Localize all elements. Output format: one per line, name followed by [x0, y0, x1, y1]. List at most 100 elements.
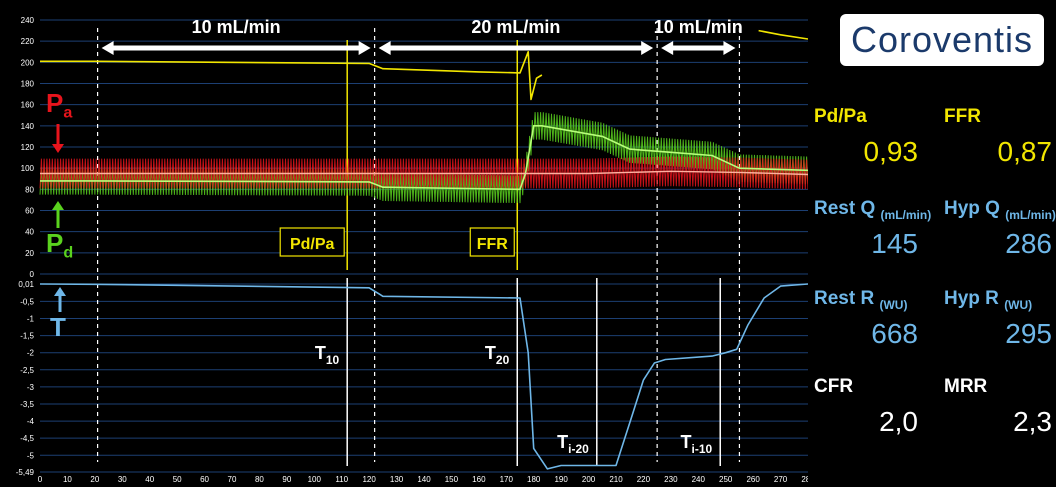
x-tick-label: 30 [118, 475, 127, 484]
pa-legend-arrowhead [52, 144, 64, 153]
temperature-tick-label: -5 [27, 451, 35, 460]
temperature-tick-label: -2,5 [20, 366, 34, 375]
temperature-tick-label: -3,5 [20, 400, 34, 409]
pressure-tick-label: 80 [25, 185, 34, 194]
grid-lines [40, 19, 808, 473]
pd-legend-arrowhead [52, 201, 64, 210]
rest-r-label: Rest R (WU) [814, 288, 908, 312]
hyp-q-label: Hyp Q (mL/min) [944, 198, 1056, 222]
ffr-value: 0,87 [997, 136, 1053, 167]
hyp-r-label: Hyp R (WU) [944, 288, 1033, 312]
x-tick-label: 160 [472, 475, 486, 484]
x-tick-label: 50 [173, 475, 182, 484]
x-tick-label: 250 [719, 475, 733, 484]
pressure-tick-label: 160 [21, 101, 35, 110]
results-panel: Coroventis Pd/Pa 0,93 FFR 0,87 Rest Q (m… [808, 0, 1056, 487]
marker-t-label: Ti-20 [557, 432, 589, 456]
x-tick-label: 180 [527, 475, 541, 484]
temperature-tick-label: -1,5 [20, 332, 34, 341]
pd-legend-label: Pd [46, 228, 73, 262]
x-tick-label: 140 [417, 475, 431, 484]
pressure-tick-label: 220 [21, 37, 35, 46]
aortic-mean-line-end [758, 29, 808, 40]
pressure-tick-label: 140 [21, 122, 35, 131]
phase-arrow-head-left [661, 41, 674, 55]
series-lines [39, 29, 808, 470]
rest-r-value: 668 [871, 318, 918, 349]
x-tick-label: 280 [801, 475, 808, 484]
x-tick-label: 170 [500, 475, 514, 484]
ffr-label: FFR [944, 106, 981, 127]
x-tick-label: 60 [200, 475, 209, 484]
pdpa-value: 0,93 [863, 136, 919, 167]
cfr-label: CFR [814, 376, 854, 397]
x-tick-label: 230 [664, 475, 678, 484]
x-tick-label: 110 [335, 475, 348, 484]
temperature-tick-label: -2 [27, 349, 35, 358]
pressure-tick-label: 240 [21, 16, 35, 25]
pressure-tick-label: 100 [21, 164, 35, 173]
x-tick-label: 120 [362, 475, 376, 484]
temperature-tick-label: -4 [27, 417, 35, 426]
temperature-tick-label: -5,49 [16, 468, 35, 477]
x-tick-label: 20 [90, 475, 99, 484]
x-tick-label: 0 [38, 475, 43, 484]
t-legend-arrowhead [54, 287, 66, 296]
x-tick-label: 190 [554, 475, 568, 484]
temperature-tick-label: -1 [27, 315, 35, 324]
hyp-q-value: 286 [1005, 228, 1052, 259]
phase-arrow-head-right [723, 41, 736, 55]
hyp-r-value: 295 [1005, 318, 1052, 349]
marker-label: FFR [477, 236, 509, 253]
marker-t-label: T10 [315, 343, 340, 367]
x-tick-label: 90 [282, 475, 291, 484]
coroventis-logo: Coroventis [840, 14, 1044, 66]
cfr-value: 2,0 [879, 406, 918, 437]
pa-legend-label: Pa [46, 88, 73, 122]
x-tick-label: 80 [255, 475, 264, 484]
rest-q-label: Rest Q (mL/min) [814, 198, 932, 222]
temperature-tick-label: -0,5 [20, 297, 34, 306]
axis-ticks: 2402202001801601401201008060402000,01-0,… [16, 16, 808, 484]
phase-label: 10 mL/min [654, 17, 743, 37]
x-tick-label: 130 [390, 475, 404, 484]
x-tick-label: 40 [145, 475, 154, 484]
pd-mean-line [40, 125, 808, 191]
pressure-tick-label: 60 [25, 207, 34, 216]
marker-t-label: T20 [485, 343, 510, 367]
pressure-tick-label: 200 [21, 58, 35, 67]
time-markers [96, 28, 741, 466]
temperature-tick-label: -4,5 [20, 434, 34, 443]
pdpa-label: Pd/Pa [814, 106, 867, 127]
mrr-label: MRR [944, 376, 988, 397]
marker-t-label: Ti-10 [681, 432, 713, 456]
x-tick-label: 150 [445, 475, 459, 484]
pressure-tick-label: 0 [30, 270, 35, 279]
x-tick-label: 70 [228, 475, 237, 484]
t-legend-label: T [50, 312, 66, 342]
pressure-tick-label: 120 [21, 143, 35, 152]
x-tick-label: 210 [609, 475, 623, 484]
pa-mean-line [40, 170, 808, 176]
mrr-value: 2,3 [1013, 406, 1052, 437]
x-tick-label: 10 [63, 475, 72, 484]
rest-q-value: 145 [871, 228, 918, 259]
marker-label-box [469, 227, 515, 257]
marker-label-box [279, 227, 345, 257]
x-tick-label: 100 [308, 475, 322, 484]
marker-label: Pd/Pa [290, 236, 335, 253]
phase-arrow-head-right [358, 41, 371, 55]
temperature-tick-label: 0,01 [18, 280, 34, 289]
phase-arrow-head-right [641, 41, 654, 55]
pressure-tick-label: 20 [25, 249, 34, 258]
temperature-tick-label: -3 [27, 383, 35, 392]
pressure-temperature-chart: 2402202001801601401201008060402000,01-0,… [16, 16, 808, 484]
x-tick-label: 240 [692, 475, 706, 484]
x-tick-label: 200 [582, 475, 596, 484]
phase-arrow-head-left [101, 41, 114, 55]
chart-annotations: 10 mL/min 20 mL/min 10 mL/min Pd/Pa FFR T10 T2… [46, 17, 743, 456]
pressure-tick-label: 180 [21, 80, 35, 89]
temperature-line [39, 283, 808, 470]
phase-label: 10 mL/min [192, 17, 281, 37]
phase-arrow-head-left [378, 41, 391, 55]
